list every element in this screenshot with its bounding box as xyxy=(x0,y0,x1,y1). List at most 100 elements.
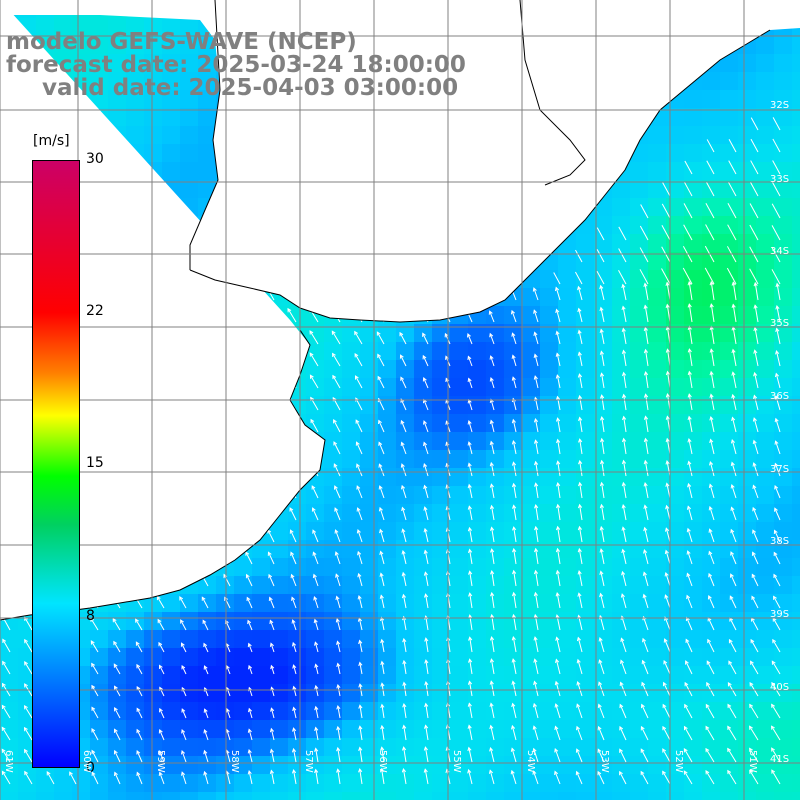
wind-arrow xyxy=(314,705,319,719)
field-cell xyxy=(144,108,163,127)
field-cell xyxy=(378,486,397,505)
field-cell xyxy=(504,684,523,703)
wind-arrow xyxy=(401,550,407,565)
field-cell xyxy=(792,252,800,271)
wind-arrow xyxy=(202,619,209,631)
field-cell xyxy=(108,36,127,55)
field-cell xyxy=(648,558,667,577)
field-cell xyxy=(396,450,415,469)
field-cell xyxy=(630,684,649,703)
field-cell xyxy=(126,126,145,145)
field-cell xyxy=(486,450,505,469)
wind-arrow xyxy=(555,658,561,675)
wind-arrow xyxy=(577,547,583,565)
wind-arrow xyxy=(424,637,429,653)
field-cell xyxy=(90,648,109,667)
model-title: modelo GEFS-WAVE (NCEP) xyxy=(6,29,357,55)
field-cell xyxy=(144,36,163,55)
wind-arrow xyxy=(639,225,649,241)
field-cell xyxy=(684,126,703,145)
wind-arrow xyxy=(684,703,693,719)
field-cell xyxy=(288,756,307,775)
field-cell xyxy=(738,432,757,451)
field-cell xyxy=(306,540,325,559)
field-cell xyxy=(306,666,325,685)
wind-arrow xyxy=(467,462,473,477)
wind-arrow xyxy=(731,281,737,301)
field-cell xyxy=(738,144,757,163)
field-cell xyxy=(180,144,199,163)
field-cell xyxy=(396,738,415,757)
field-cell xyxy=(774,720,793,739)
wind-arrow xyxy=(640,770,649,785)
wind-arrow xyxy=(729,573,737,587)
field-cell xyxy=(756,414,775,433)
field-cell xyxy=(126,54,145,73)
field-cell xyxy=(720,252,739,271)
wind-arrow xyxy=(683,725,693,741)
field-cell xyxy=(756,234,775,253)
wind-arrow xyxy=(705,224,715,241)
wind-arrow xyxy=(533,636,539,653)
field-cell xyxy=(360,396,379,415)
field-cell xyxy=(576,486,595,505)
wind-arrow xyxy=(620,593,627,609)
field-cell xyxy=(486,792,505,800)
wind-arrow xyxy=(706,681,715,697)
wind-arrow xyxy=(664,594,671,609)
field-cell xyxy=(684,144,703,163)
field-cell xyxy=(666,288,685,307)
field-cell xyxy=(738,594,757,613)
field-cell xyxy=(162,90,181,109)
field-cell xyxy=(414,378,433,397)
field-cell xyxy=(486,594,505,613)
field-cell xyxy=(324,612,343,631)
longitude-label: 60W xyxy=(81,750,92,773)
field-cell xyxy=(576,612,595,631)
field-cell xyxy=(396,414,415,433)
field-cell xyxy=(90,18,109,37)
field-cell xyxy=(504,738,523,757)
wind-arrow xyxy=(621,283,627,301)
field-cell xyxy=(648,738,667,757)
field-cell xyxy=(270,720,289,739)
wind-arrow xyxy=(618,248,627,263)
field-cell xyxy=(792,648,800,667)
wind-arrow xyxy=(335,573,341,587)
field-cell xyxy=(198,792,217,800)
wind-arrow xyxy=(730,506,737,521)
wind-arrow xyxy=(292,664,297,675)
field-cell xyxy=(306,378,325,397)
field-cell xyxy=(792,90,800,109)
field-cell xyxy=(648,288,667,307)
field-cell xyxy=(540,612,559,631)
wind-arrow xyxy=(622,415,627,433)
wind-arrow xyxy=(577,503,583,521)
field-cell xyxy=(576,270,595,289)
field-cell xyxy=(378,468,397,487)
field-cell xyxy=(594,738,613,757)
field-cell xyxy=(612,468,631,487)
wind-arrow xyxy=(727,181,737,197)
field-cell xyxy=(198,72,217,91)
wind-arrow xyxy=(247,728,253,741)
field-cell xyxy=(360,414,379,433)
wind-arrow xyxy=(643,459,649,477)
wind-arrow xyxy=(247,770,253,785)
field-cell xyxy=(738,450,757,469)
field-cell xyxy=(486,576,505,595)
field-cell xyxy=(756,558,775,577)
field-cell xyxy=(774,54,793,73)
field-cell xyxy=(468,414,487,433)
field-cell xyxy=(324,396,343,415)
wind-arrow xyxy=(556,503,561,521)
field-cell xyxy=(504,450,523,469)
field-cell xyxy=(540,378,559,397)
wind-arrow xyxy=(555,330,561,345)
field-cell xyxy=(666,396,685,415)
wind-arrow xyxy=(246,596,253,609)
field-cell xyxy=(630,432,649,451)
wind-arrow xyxy=(290,573,297,587)
field-cell xyxy=(468,558,487,577)
